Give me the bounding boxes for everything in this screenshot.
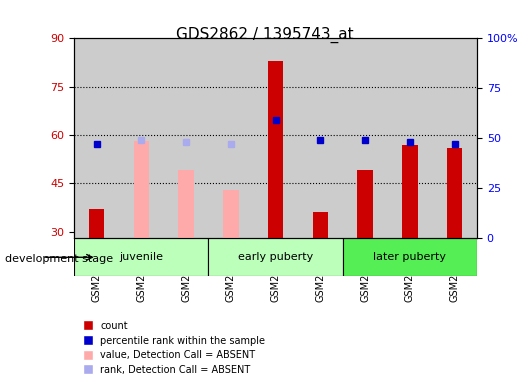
Text: juvenile: juvenile xyxy=(119,252,163,262)
FancyBboxPatch shape xyxy=(343,238,477,276)
Bar xyxy=(402,145,418,238)
Text: early puberty: early puberty xyxy=(238,252,313,262)
Bar xyxy=(253,38,298,238)
Bar xyxy=(208,38,253,238)
Text: development stage: development stage xyxy=(5,254,113,264)
Bar xyxy=(432,38,477,238)
Bar xyxy=(74,38,119,238)
Bar xyxy=(343,38,387,238)
Bar xyxy=(178,170,194,238)
FancyBboxPatch shape xyxy=(74,238,208,276)
Bar xyxy=(223,190,238,238)
Text: GDS2862 / 1395743_at: GDS2862 / 1395743_at xyxy=(176,27,354,43)
Bar xyxy=(387,38,432,238)
Bar xyxy=(313,212,328,238)
Bar xyxy=(164,38,208,238)
Bar xyxy=(89,209,104,238)
Bar xyxy=(357,170,373,238)
Bar xyxy=(134,141,149,238)
Bar xyxy=(298,38,343,238)
Text: later puberty: later puberty xyxy=(373,252,446,262)
Bar xyxy=(119,38,164,238)
Legend: count, percentile rank within the sample, value, Detection Call = ABSENT, rank, : count, percentile rank within the sample… xyxy=(79,317,269,379)
Bar xyxy=(447,148,463,238)
FancyBboxPatch shape xyxy=(208,238,343,276)
Bar xyxy=(268,61,284,238)
